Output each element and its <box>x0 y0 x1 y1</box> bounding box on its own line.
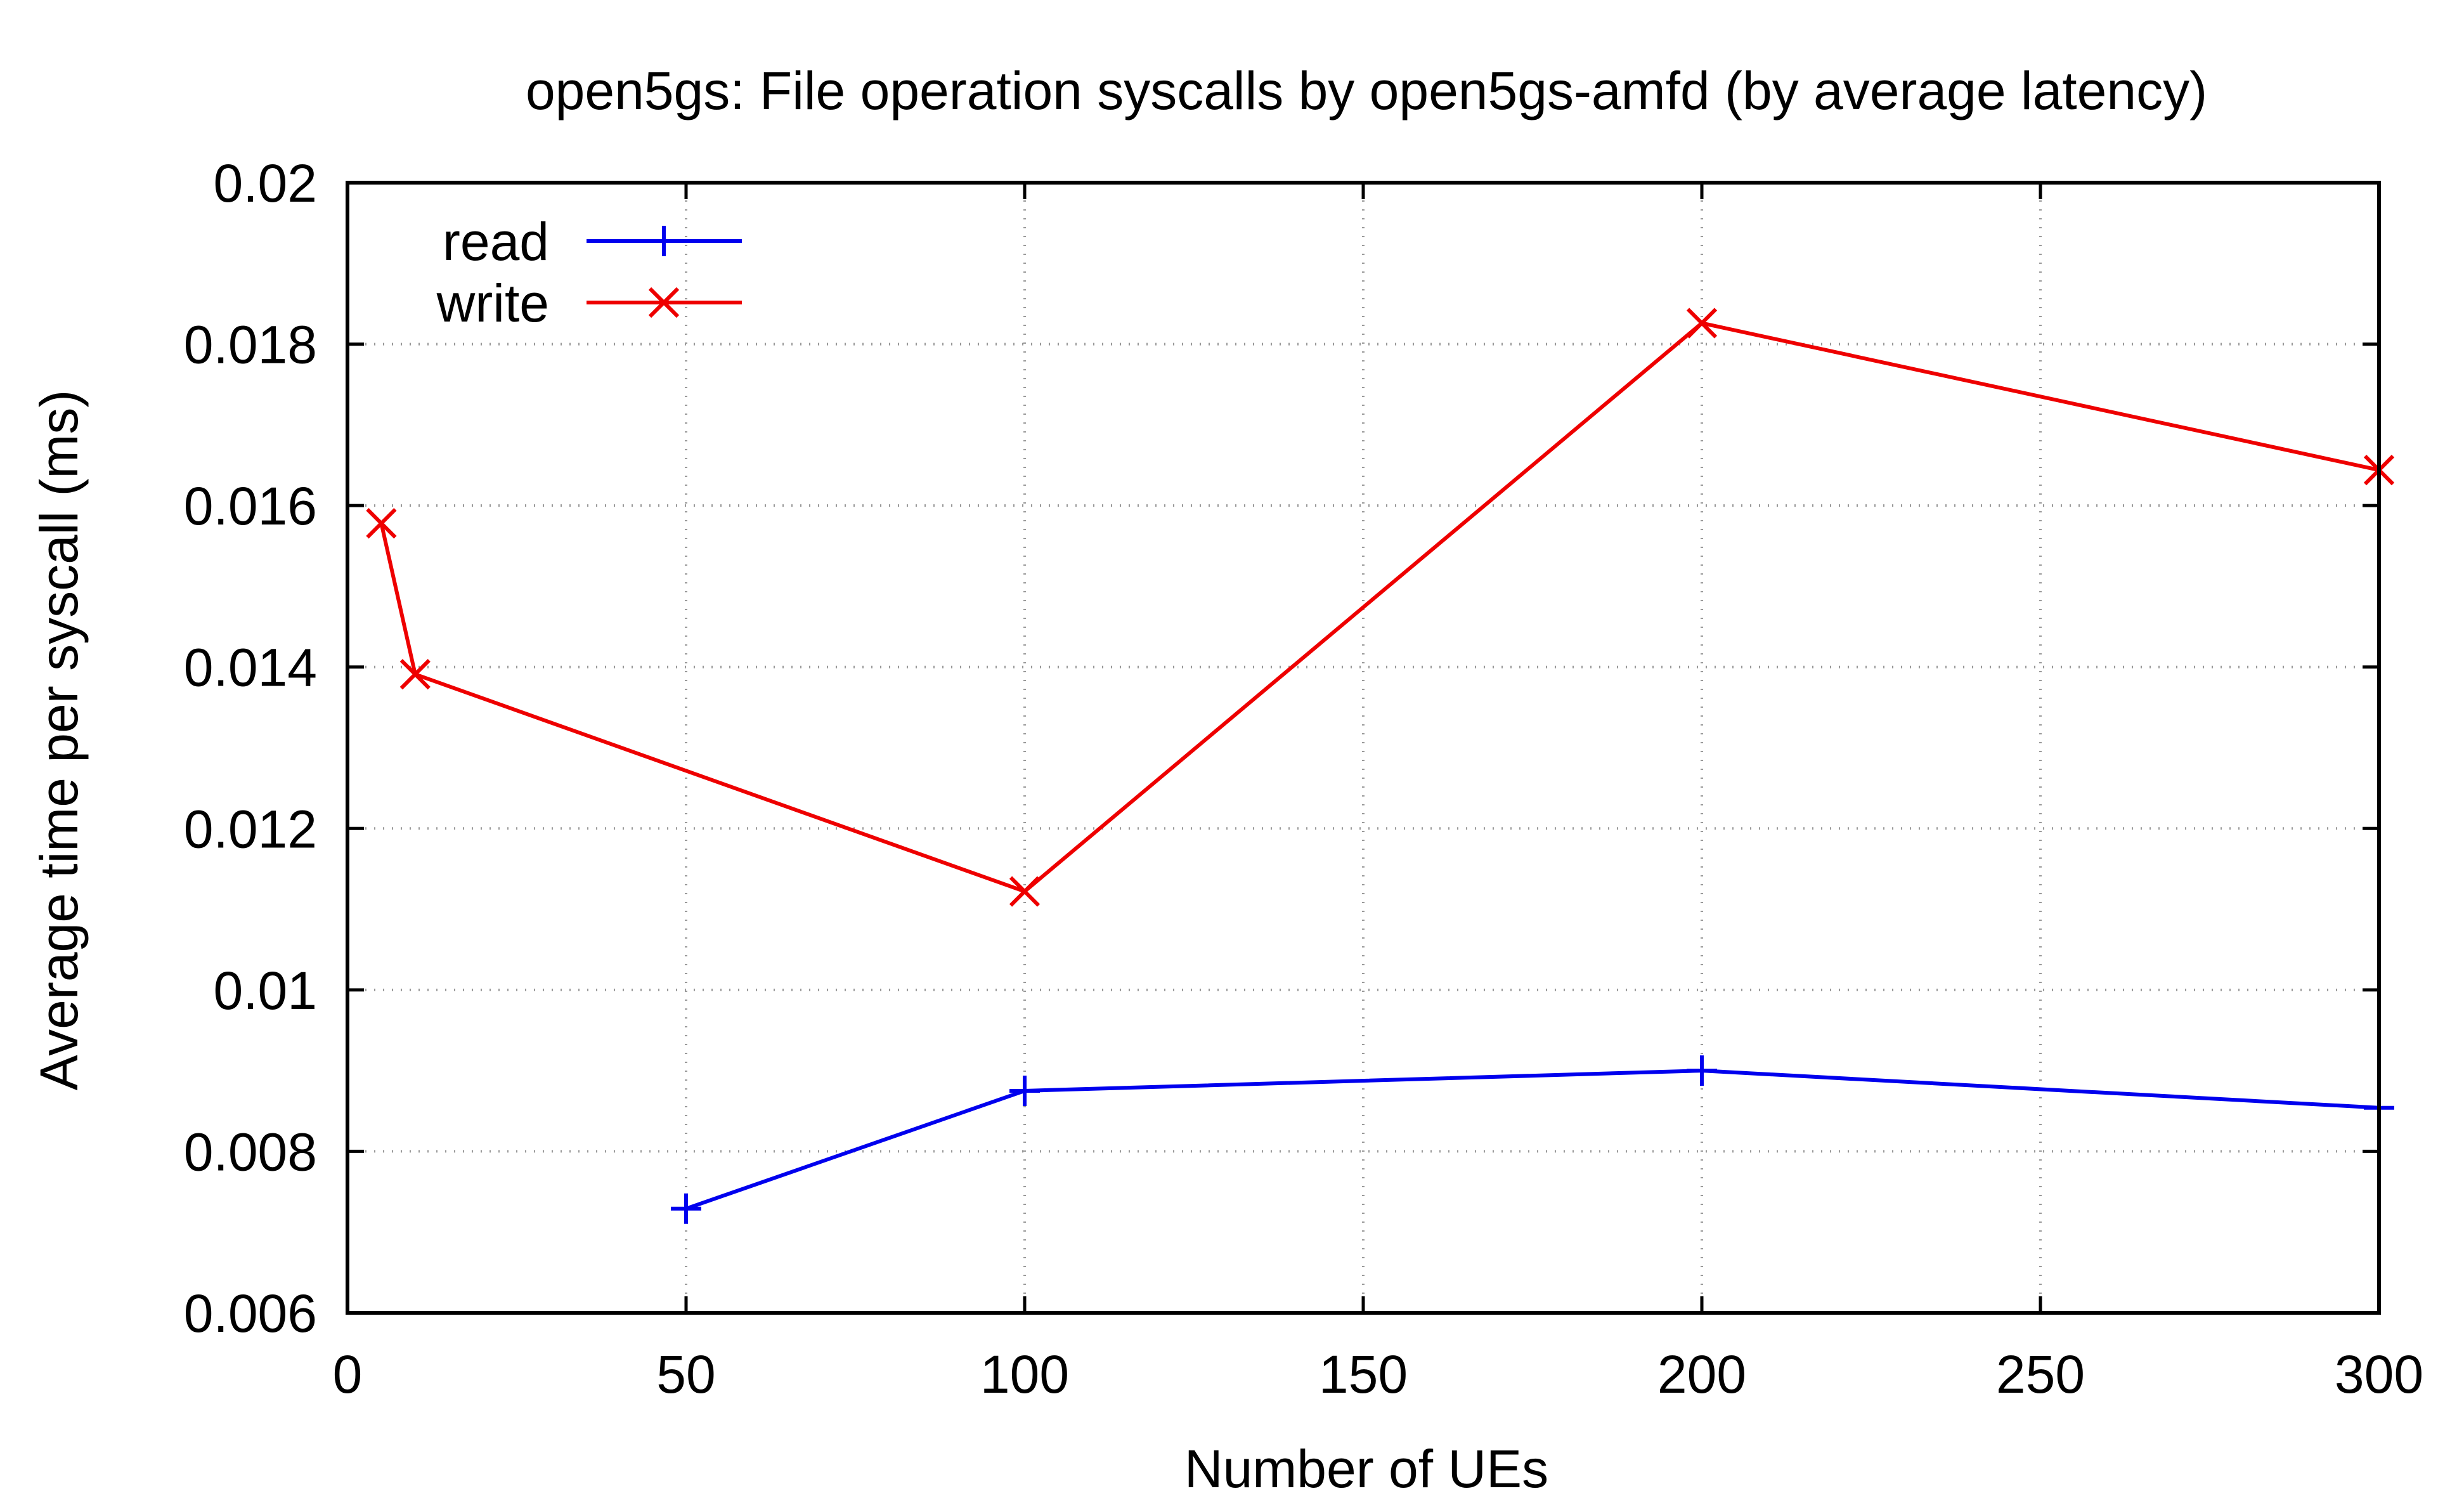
x-tick-label: 100 <box>980 1345 1069 1404</box>
x-tick-label: 50 <box>656 1345 715 1404</box>
cross-marker-b <box>399 659 431 690</box>
y-tick-label: 0.01 <box>214 961 318 1020</box>
legend-label-read: read <box>443 212 549 271</box>
ticks: 0 50 100 150 200 250 300 0.006 0.008 0.01 0.012 0.0… <box>184 153 2423 1404</box>
x-tick-label: 300 <box>2335 1345 2423 1404</box>
data-point-read <box>1009 1075 1040 1106</box>
y-tick-label: 0.018 <box>184 315 317 375</box>
series-write <box>366 308 2395 907</box>
cross-marker-b <box>1009 876 1041 907</box>
data-point-write <box>399 659 431 690</box>
x-axis-title: Number of UEs <box>1184 1439 1548 1498</box>
x-tick-label: 250 <box>1996 1345 2085 1404</box>
y-tick-label: 0.014 <box>184 638 317 698</box>
cross-marker-b <box>366 508 397 539</box>
grid <box>347 183 2379 1313</box>
legend-marker-read <box>649 226 679 256</box>
y-tick-label: 0.016 <box>184 476 317 536</box>
y-tick-label: 0.006 <box>184 1284 317 1343</box>
legend-entry-read: read <box>443 212 742 271</box>
x-tick-label: 200 <box>1657 1345 1746 1404</box>
chart-title: open5gs: File operation syscalls by open… <box>526 61 2207 120</box>
data-point-read <box>671 1193 701 1224</box>
cross-marker-b <box>648 287 680 318</box>
series-line-read <box>685 1069 2380 1211</box>
legend-entry-write: write <box>436 273 742 333</box>
cross-marker-b <box>1686 308 1718 339</box>
y-tick-label: 0.008 <box>184 1122 317 1182</box>
data-point-read <box>1687 1055 1717 1086</box>
data-point-write <box>366 508 397 539</box>
legend-label-write: write <box>436 273 549 333</box>
data-point-write <box>1686 308 1718 339</box>
data-point-write <box>1009 876 1041 907</box>
y-tick-label: 0.012 <box>184 799 317 859</box>
x-tick-label: 150 <box>1319 1345 1408 1404</box>
y-tick-label: 0.02 <box>214 153 318 213</box>
x-tick-label: 0 <box>333 1345 363 1404</box>
y-axis-title: Average time per syscall (ms) <box>29 390 89 1091</box>
legend-marker-write <box>648 287 680 318</box>
